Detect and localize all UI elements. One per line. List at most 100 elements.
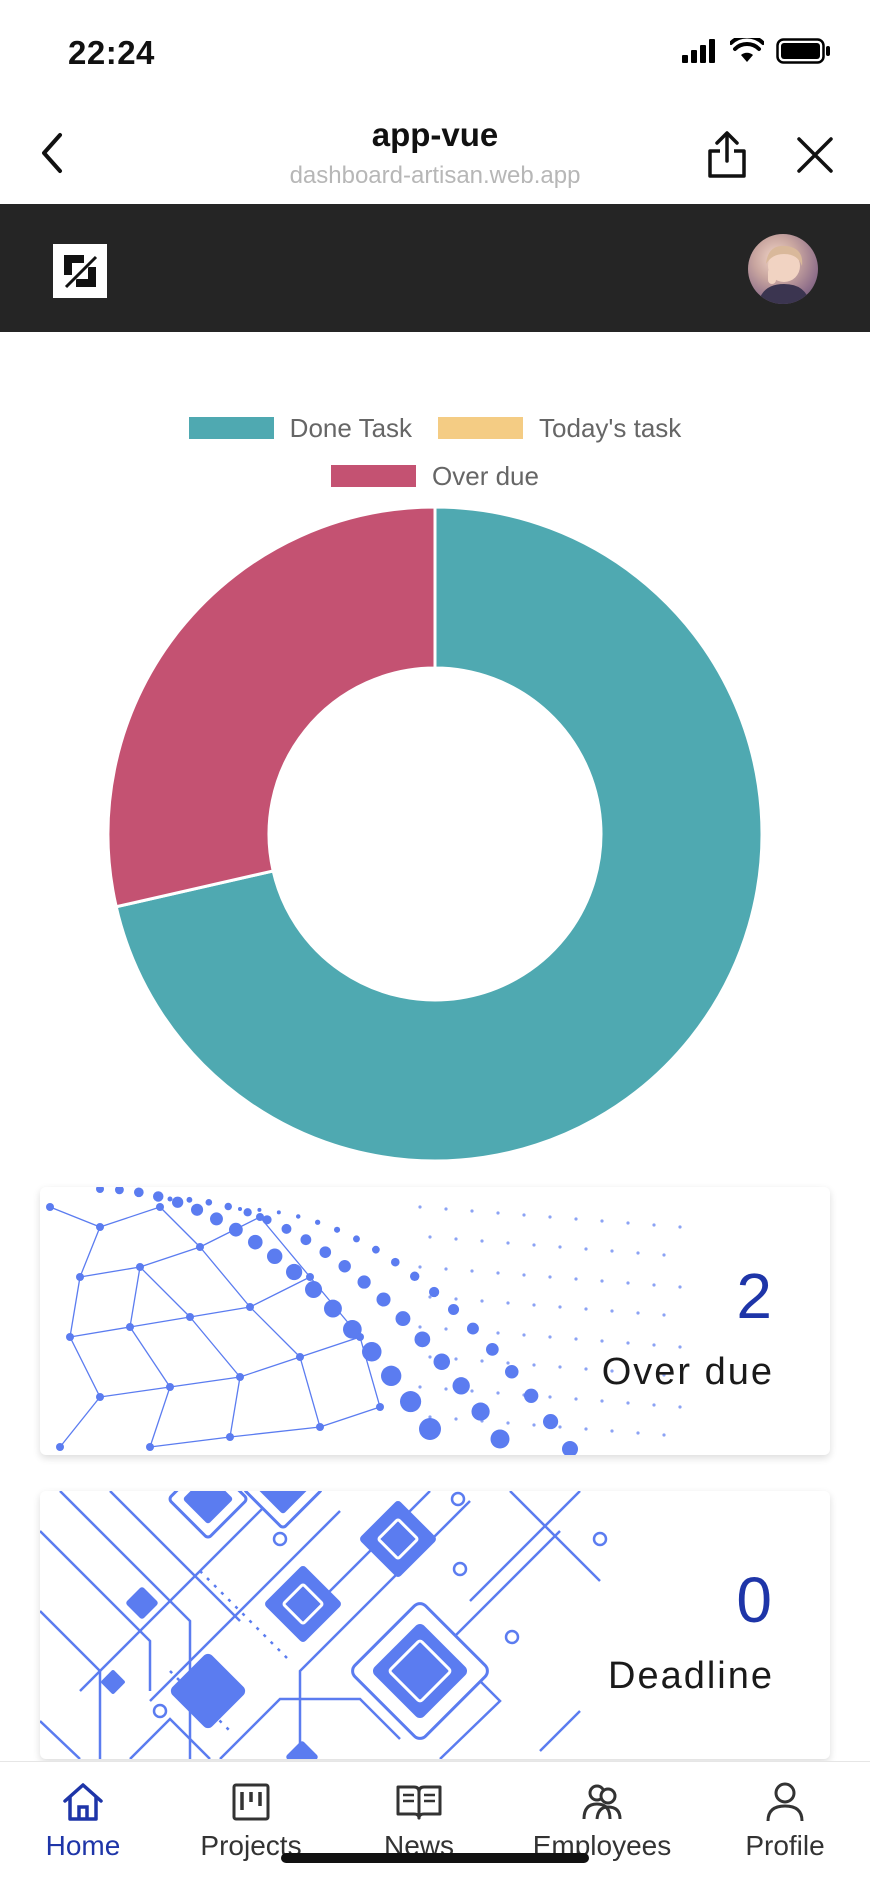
pattern-dot [626,1281,630,1285]
pattern-dot [410,1271,420,1281]
pattern-dot [454,1297,458,1301]
tab-home[interactable]: Home [0,1778,168,1862]
pattern-dot [210,1212,223,1226]
pattern-dot [480,1299,484,1303]
pattern-dot [496,1211,500,1215]
avatar[interactable] [748,234,818,304]
pattern-dot [558,1305,562,1309]
legend-item-done-task[interactable]: Done Task [188,412,413,444]
pattern-dot [480,1359,484,1363]
legend-swatch [331,465,417,487]
pattern-dot [486,1342,499,1356]
tab-projects[interactable]: Projects [166,1778,336,1862]
legend-item-over-due[interactable]: Over due [331,461,539,492]
pattern-dot [470,1209,474,1213]
pattern-dot [574,1277,578,1281]
pattern-line [199,1246,251,1308]
browser-url[interactable]: dashboard-artisan.web.app [289,162,581,189]
pattern-dot [296,1214,301,1219]
pattern-line [69,1276,81,1338]
app-header [0,204,870,332]
pattern-dot [248,1234,263,1250]
pattern-dot [300,1234,312,1246]
pattern-node [126,1323,134,1331]
pattern-dot [548,1335,552,1339]
pattern-node [46,1203,54,1211]
pattern-dot [506,1361,510,1365]
close-button[interactable] [790,130,840,180]
slice-done-task[interactable] [114,505,764,1163]
pattern-dot [224,1202,232,1211]
pattern-dot [167,1196,173,1202]
pattern-dot [548,1215,552,1219]
tab-news[interactable]: News [334,1778,504,1862]
pattern-node [246,1303,254,1311]
pattern-dot [418,1325,422,1329]
pattern-dot [418,1385,422,1389]
pattern-dot [548,1275,552,1279]
pattern-node [76,1273,84,1281]
legend-item-todays-task[interactable]: Today's task [438,413,681,444]
pattern-dot [338,1260,351,1273]
pattern-dot [428,1415,432,1419]
deadline-card[interactable]: 0 Deadline [40,1491,830,1759]
pattern-dot [496,1271,500,1275]
pattern-node [316,1423,324,1431]
pattern-dot [610,1369,614,1373]
pattern-line [159,1206,201,1248]
slice-over-due[interactable] [106,505,437,909]
pattern-dot [652,1343,656,1347]
tab-label: Home [45,1830,121,1861]
chevron-left-icon [42,133,62,173]
pattern-dot [636,1311,640,1315]
news-icon [396,1785,442,1820]
pattern-dot [636,1431,640,1435]
profile-icon [766,1782,804,1822]
legend-label: Done Task [289,412,413,443]
pattern-dot [281,1223,292,1234]
pattern-dot [626,1401,630,1405]
pattern-dot [584,1427,588,1431]
tab-employees[interactable]: Employees [517,1778,687,1862]
legend-swatch [188,417,274,439]
pattern-node [306,1273,314,1281]
task-chart: Done Task Today's task Over due [0,332,870,1172]
pattern-dot [319,1246,332,1258]
pattern-dot [652,1403,656,1407]
pattern-dot [600,1219,604,1223]
pattern-dot [652,1223,656,1227]
pattern-dot [636,1251,640,1255]
pattern-line [299,1336,361,1358]
pattern-dot [429,1286,440,1298]
share-button[interactable] [700,128,754,182]
pattern-dot [267,1248,283,1264]
pattern-dot [532,1303,536,1307]
pattern-dot [381,1365,402,1387]
employees-icon [582,1784,622,1820]
pattern-node [356,1333,364,1341]
pattern-dot [662,1433,666,1437]
pattern-line [189,1306,251,1318]
pattern-dot [496,1331,500,1335]
back-button[interactable] [30,128,74,178]
pattern-line [189,1316,241,1378]
pattern-dot [444,1267,448,1271]
overdue-count: 2 [736,1260,772,1332]
pattern-dot [454,1357,458,1361]
pattern-dot [414,1331,431,1348]
signal-icon [682,39,715,63]
pattern-dot [191,1203,204,1216]
pattern-dot [636,1371,640,1375]
pattern-node [296,1353,304,1361]
pattern-line [49,1206,101,1228]
pattern-line [229,1376,241,1438]
app-logo[interactable] [53,244,107,298]
pattern-line [149,1436,231,1448]
tab-profile[interactable]: Profile [700,1778,870,1862]
pattern-node [56,1443,64,1451]
pattern-line [129,1326,171,1388]
pattern-dot [315,1219,321,1225]
overdue-card[interactable]: 2 Over due [40,1187,830,1455]
pattern-dot [454,1417,458,1421]
pattern-dot [678,1405,682,1409]
